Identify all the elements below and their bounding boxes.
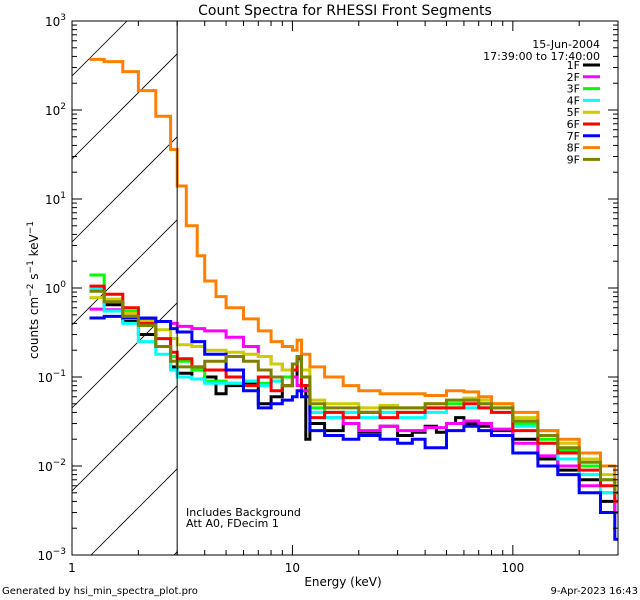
chart-title: Count Spectra for RHESSI Front Segments bbox=[198, 3, 492, 19]
legend-label-9F: 9F bbox=[567, 153, 580, 166]
y-tick-label: 10−1 bbox=[37, 369, 66, 385]
annotation-attenuator: Att A0, FDecim 1 bbox=[186, 517, 279, 530]
legend-label-6F: 6F bbox=[567, 118, 580, 131]
axis-ticks bbox=[71, 21, 619, 556]
y-tick-label: 101 bbox=[45, 191, 66, 207]
annotation-background: Includes Background bbox=[186, 506, 301, 519]
legend-label-8F: 8F bbox=[567, 142, 580, 155]
y-axis-label: counts cm−2 s−1 keV−1 bbox=[26, 221, 41, 359]
footer-generated-by: Generated by hsi_min_spectra_plot.pro bbox=[2, 586, 198, 597]
y-tick-label: 10−3 bbox=[37, 547, 66, 563]
hatch-line bbox=[90, 468, 177, 555]
plot-frame bbox=[71, 20, 619, 556]
footer-timestamp: 9-Apr-2023 16:43 bbox=[551, 586, 638, 597]
header-date: 15-Jun-2004 bbox=[532, 38, 600, 51]
y-tick-label: 100 bbox=[45, 280, 66, 296]
y-tick-label: 103 bbox=[45, 13, 66, 29]
legend-label-7F: 7F bbox=[567, 130, 580, 143]
hatch-line bbox=[72, 385, 177, 492]
hatch-line bbox=[72, 53, 177, 160]
series-layer bbox=[89, 57, 618, 541]
x-axis-label: Energy (keV) bbox=[304, 575, 381, 589]
x-tick-label: 10 bbox=[285, 561, 300, 575]
header-time-range: 17:39:00 to 17:40:00 bbox=[483, 50, 600, 63]
y-tick-label: 10−2 bbox=[37, 458, 66, 474]
legend-label-1F: 1F bbox=[567, 59, 580, 72]
legend-label-3F: 3F bbox=[567, 83, 580, 96]
y-tick-labels: 103 102 101 100 10−1 10−2 10−3 bbox=[37, 13, 66, 563]
x-tick-labels: 1 10 100 bbox=[68, 561, 524, 575]
series-9F bbox=[89, 289, 618, 495]
x-tick-label: 1 bbox=[68, 561, 76, 575]
series-8F bbox=[89, 57, 618, 495]
hatch-line bbox=[72, 302, 177, 409]
hatch-line bbox=[72, 389, 640, 600]
x-tick-label: 100 bbox=[501, 561, 524, 575]
hatch-line bbox=[72, 136, 177, 243]
legend-label-4F: 4F bbox=[567, 94, 580, 107]
hatch-line bbox=[72, 140, 640, 600]
legend-label-5F: 5F bbox=[567, 106, 580, 119]
legend-label-2F: 2F bbox=[567, 71, 580, 84]
y-tick-label: 102 bbox=[45, 102, 66, 118]
series-7F bbox=[89, 314, 618, 541]
hatch-line bbox=[72, 219, 177, 326]
